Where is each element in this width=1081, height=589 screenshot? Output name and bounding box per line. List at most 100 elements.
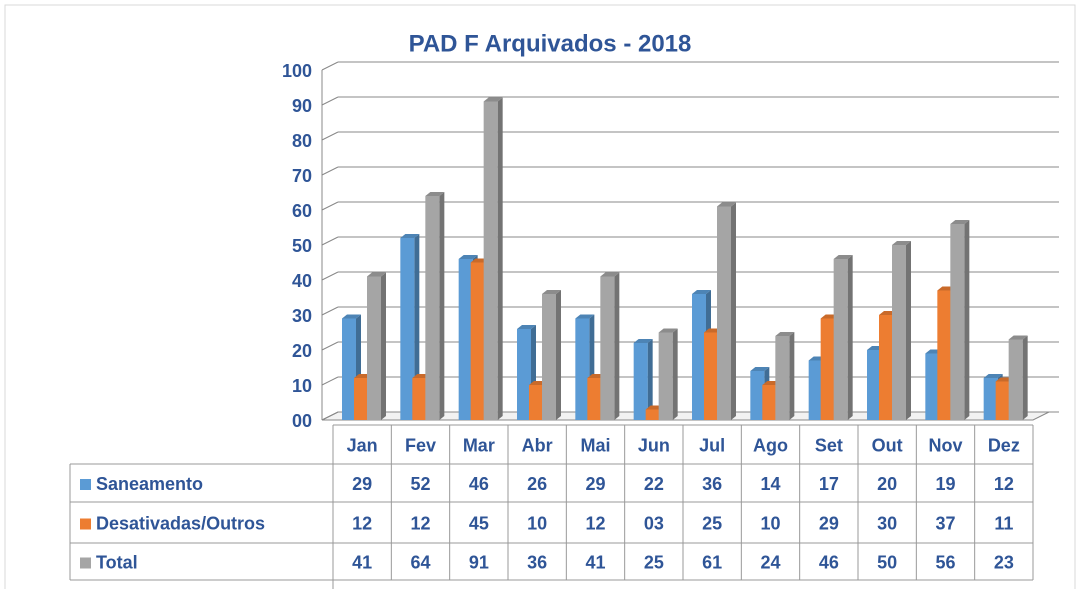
table-value: 11 [994, 513, 1013, 533]
bar [412, 378, 427, 420]
x-tick-label: Jun [638, 435, 670, 455]
table-value: 36 [527, 552, 547, 572]
table-value: 19 [935, 474, 955, 494]
bar-top [342, 314, 361, 319]
bar-top [833, 255, 853, 259]
bar-top [400, 234, 420, 238]
bar-side [647, 339, 653, 420]
bar-side [906, 241, 911, 420]
x-tick-label: Nov [928, 435, 962, 455]
grid-line-side [321, 96, 339, 106]
table-value: 64 [410, 552, 430, 572]
bar [517, 329, 531, 420]
bar-top [575, 314, 595, 319]
bar [950, 224, 965, 420]
table-value: 12 [585, 513, 605, 533]
table-value: 36 [702, 474, 722, 494]
table-value: 37 [935, 513, 955, 533]
bar [483, 101, 498, 420]
bar [342, 318, 356, 420]
table-value: 46 [819, 552, 839, 572]
chart-frame [4, 4, 1076, 589]
bar-top [983, 374, 1003, 378]
bar-side [556, 290, 561, 420]
x-tick-label: Set [815, 435, 843, 455]
bar-side [789, 332, 795, 420]
y-tick-label: 20 [292, 341, 312, 361]
x-tick-label: Mar [463, 435, 495, 455]
grid-line-side [321, 271, 339, 281]
table-value: 10 [760, 513, 780, 533]
bar [867, 350, 881, 420]
grid-line-side [321, 236, 339, 246]
y-tick-label: 90 [292, 96, 312, 116]
bar [575, 318, 590, 420]
bar-top [542, 290, 561, 294]
bar-top [892, 241, 911, 245]
bar-side [381, 272, 386, 420]
bar-side [414, 234, 420, 420]
bar-top [717, 202, 736, 207]
table-value: 41 [352, 552, 372, 572]
bar [995, 381, 1010, 420]
y-tick-label: 30 [292, 306, 312, 326]
y-tick-label: 50 [292, 236, 312, 256]
bar-top [950, 220, 970, 224]
table-value: 24 [760, 552, 780, 572]
table-value: 29 [352, 474, 372, 494]
table-value: 12 [410, 513, 430, 533]
table-value: 46 [469, 474, 489, 494]
table-value: 41 [585, 552, 605, 572]
bar [937, 290, 952, 420]
y-tick-label: 100 [282, 61, 312, 81]
legend-label: Total [96, 552, 138, 572]
grid-line-side [321, 61, 339, 71]
y-tick-label: 70 [292, 166, 312, 186]
table-value: 22 [644, 474, 664, 494]
bar-side [439, 192, 445, 420]
bar [808, 360, 823, 420]
bar [879, 315, 893, 420]
bar [717, 206, 731, 420]
table-value: 14 [760, 474, 780, 494]
bar-top [1008, 335, 1028, 340]
table-value: 29 [819, 513, 839, 533]
grid-line-side [321, 411, 339, 421]
bar-side [614, 272, 620, 420]
bar-top [483, 97, 503, 102]
y-tick-label: 40 [292, 271, 312, 291]
legend-label: Desativadas/Outros [96, 513, 265, 533]
legend-swatch [80, 557, 91, 569]
table-value: 30 [877, 513, 897, 533]
grid-line-side [321, 131, 339, 141]
bar-top [458, 255, 478, 259]
legend-swatch [80, 518, 91, 530]
x-tick-label: Dez [988, 435, 1020, 455]
table-value: 12 [994, 474, 1014, 494]
table-value: 20 [877, 474, 897, 494]
bar-side [672, 328, 678, 420]
bar-top [425, 192, 445, 196]
x-tick-label: Jan [347, 435, 378, 455]
bar [762, 385, 777, 420]
table-value: 50 [877, 552, 897, 572]
table-value: 17 [819, 474, 839, 494]
grid-line-side [321, 201, 339, 211]
bar-top [367, 272, 386, 277]
bar [658, 332, 673, 420]
bar-side [847, 255, 853, 420]
bar [633, 343, 648, 420]
bar-top [600, 272, 620, 277]
bar-top [750, 367, 770, 371]
x-tick-label: Abr [522, 435, 553, 455]
bar [750, 371, 765, 420]
table-value: 29 [585, 474, 605, 494]
bar [983, 378, 998, 420]
x-tick-label: Ago [753, 435, 788, 455]
bar [587, 378, 602, 420]
x-tick-label: Out [872, 435, 903, 455]
table-value: 56 [935, 552, 955, 572]
bar [367, 276, 381, 420]
bar [925, 353, 940, 420]
